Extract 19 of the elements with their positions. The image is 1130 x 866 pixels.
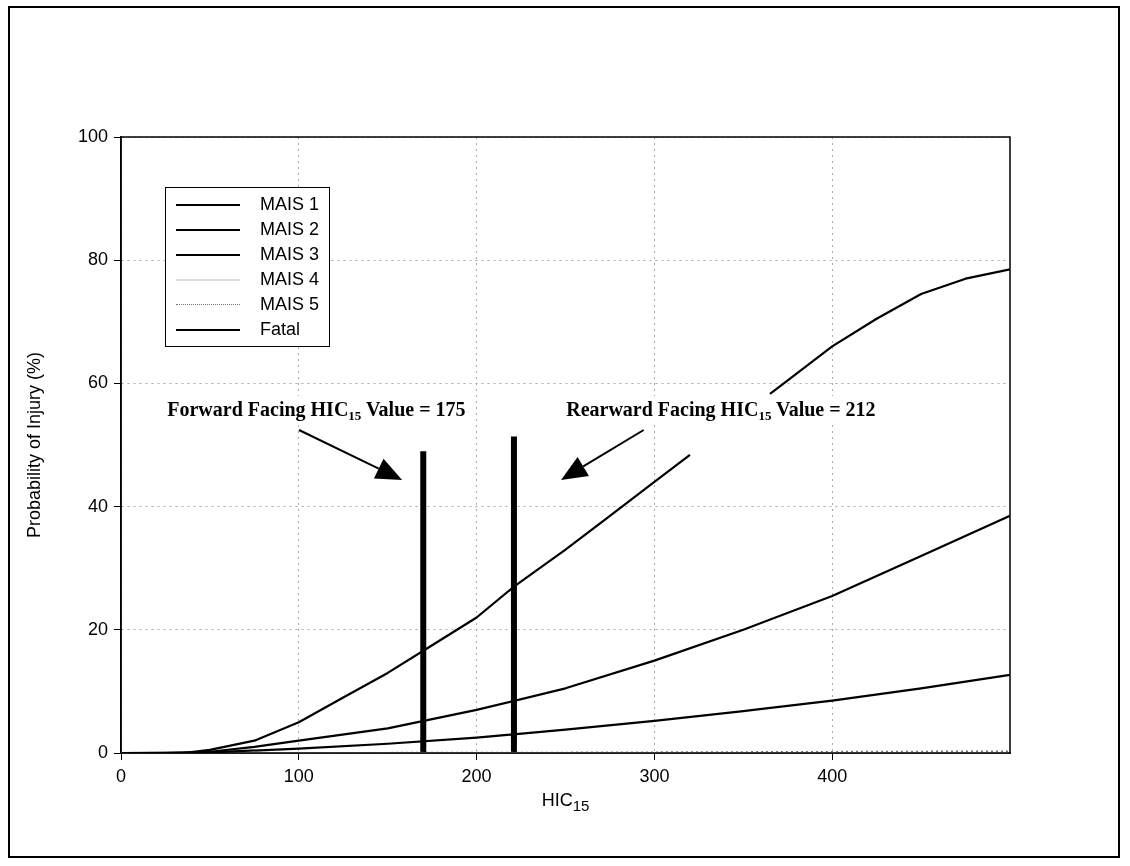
legend-label: MAIS 2 (260, 219, 320, 240)
y-tick-label: 20 (87, 618, 108, 639)
y-tick-label: 40 (87, 495, 108, 516)
x-axis-title: HIC$_{15}$ (540, 790, 591, 814)
legend-label: Fatal (260, 319, 301, 340)
legend-label: MAIS 5 (260, 294, 320, 315)
legend-label: MAIS 4 (260, 269, 320, 290)
legend-label: MAIS 1 (260, 194, 320, 215)
y-tick-label: 80 (87, 249, 108, 270)
y-tick-label: 0 (97, 741, 108, 762)
x-tick-label: 400 (817, 765, 848, 786)
y-tick-label: 100 (77, 125, 108, 146)
y-tick-label: 60 (87, 372, 108, 393)
x-tick-label: 100 (283, 765, 314, 786)
x-tick-label: 300 (639, 765, 670, 786)
y-axis-title: Probability of Injury (%) (23, 351, 44, 539)
x-tick-label: 200 (461, 765, 492, 786)
x-tick-label: 0 (115, 765, 127, 786)
legend-label: MAIS 3 (260, 244, 320, 265)
